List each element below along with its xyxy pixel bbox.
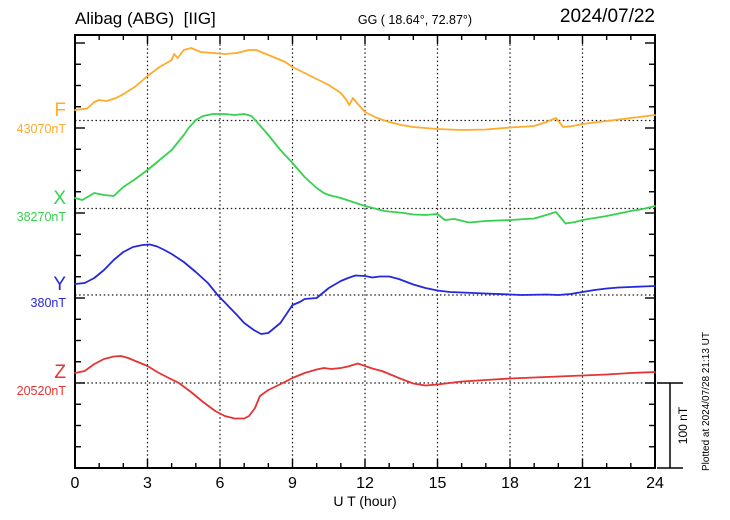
x-tick-label-6: 6 [216,475,225,492]
plot-frame [74,34,656,469]
series-letter-Z: Z [54,362,66,383]
trace-Y [74,243,656,335]
x-tick-label-15: 15 [429,475,447,492]
series-baseline-value-Y: 380nT [30,296,66,310]
x-tick-label-9: 9 [288,475,297,492]
x-tick-label-3: 3 [143,475,152,492]
x-axis-label: U T (hour) [333,493,397,509]
series-label-Y: Y 380nT [0,275,66,310]
x-tick-label-21: 21 [574,475,592,492]
x-tick-label-0: 0 [71,475,80,492]
series-baseline-value-F: 43070nT [16,121,66,136]
series-letter-Y: Y [53,274,66,295]
x-tick-label-18: 18 [501,475,519,492]
x-tick-label-12: 12 [356,475,374,492]
trace-X [74,113,656,225]
series-letter-X: X [53,187,66,209]
series-letter-F: F [54,99,66,121]
plot-date: 2024/07/22 [559,6,655,27]
station-title: Alibag (ABG) [IIG] [75,9,216,28]
series-baseline-value-Z: 20520nT [16,384,66,398]
trace-F [74,47,656,131]
scalebar-label: 100 nT [676,406,690,445]
series-label-X: X 38270nT [0,189,66,224]
series-baseline-value-X: 38270nT [16,209,66,224]
series-label-F: F 43070nT [0,101,66,136]
plotted-at-note: Plotted at 2024/07/28 21:13 UT [701,332,712,471]
x-tick-label-24: 24 [646,475,664,492]
trace-Z [74,355,656,420]
series-label-Z: Z 20520nT [0,363,66,398]
geographic-coords: GG ( 18.64°, 72.87°) [357,13,473,27]
